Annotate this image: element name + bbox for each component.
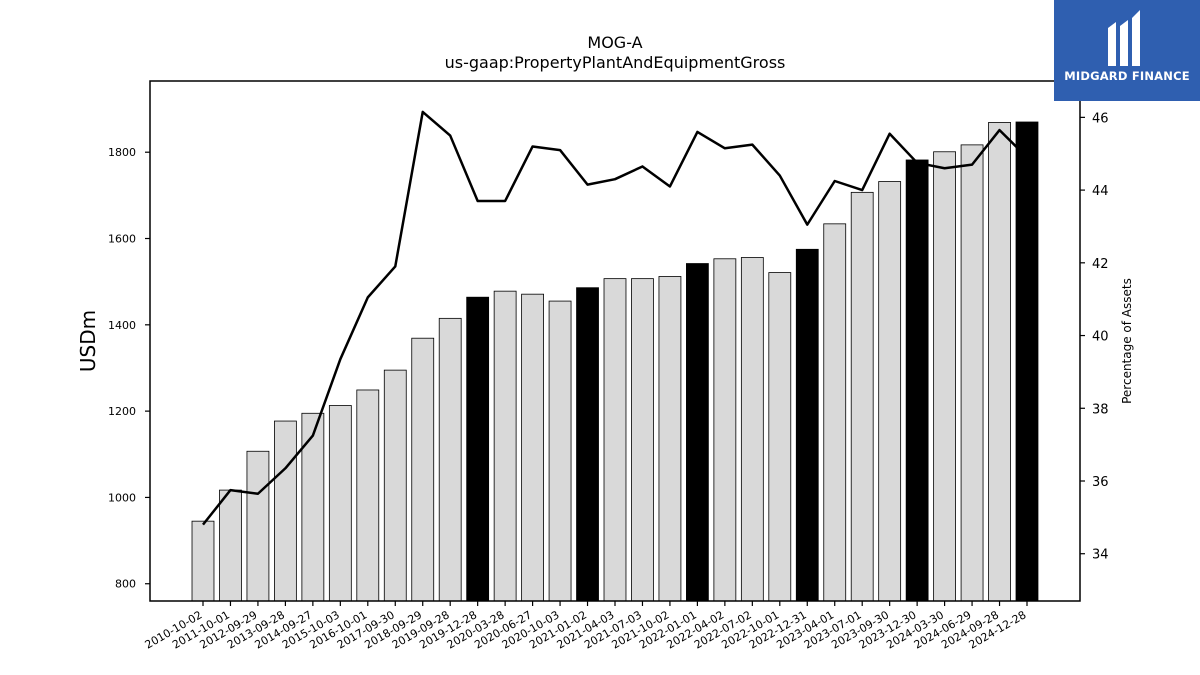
- bar-2022-04-02: [713, 258, 737, 602]
- brand-name: MIDGARD FINANCE: [1064, 69, 1190, 83]
- bar-2020-06-27: [521, 293, 544, 602]
- y2-tick-label: 44: [1092, 184, 1109, 199]
- bar-2024-09-28: [988, 122, 1011, 602]
- bar-2013-09-28: [274, 420, 297, 602]
- y-tick-label: 1400: [108, 319, 136, 332]
- bar-2018-09-29: [411, 337, 435, 602]
- bar-2023-04-01: [823, 223, 847, 602]
- chart-subtitle: us-gaap:PropertyPlantAndEquipmentGross: [445, 53, 786, 72]
- bar-2019-12-28: [466, 296, 490, 602]
- bar-2012-09-29: [246, 450, 270, 602]
- line-series: [202, 110, 1028, 526]
- bar-2015-10-03: [328, 405, 352, 602]
- bar-2023-09-30: [878, 181, 902, 602]
- bar-2023-07-01: [850, 191, 874, 602]
- bar-2024-03-30: [933, 151, 956, 602]
- bar-2021-07-03: [631, 278, 654, 602]
- y-tick-label: 800: [115, 578, 136, 591]
- bar-2023-12-30: [905, 159, 929, 602]
- bar-2010-10-02: [191, 520, 215, 602]
- y2-tick-label: 38: [1092, 402, 1109, 417]
- bar-2021-01-02: [576, 287, 599, 602]
- y2-tick-label: 46: [1092, 111, 1109, 126]
- bar-2011-10-01: [219, 489, 242, 602]
- bar-2021-04-03: [603, 278, 627, 602]
- brand-logo: MIDGARD FINANCE: [1054, 0, 1200, 101]
- bar-2024-12-28: [1015, 121, 1039, 602]
- bar-2020-10-03: [548, 300, 572, 602]
- y-axis-label: USDm: [76, 310, 100, 372]
- percentage-line: [202, 110, 1028, 526]
- y-tick-label: 1600: [108, 233, 136, 246]
- y2-axis-label: Percentage of Assets: [1120, 278, 1134, 404]
- bar-2019-09-28: [438, 317, 462, 602]
- bar-2021-10-02: [658, 276, 682, 602]
- y2-tick-label: 36: [1092, 475, 1109, 490]
- bar-2022-10-01: [768, 272, 792, 602]
- midgard-logo-icon: [1108, 10, 1140, 66]
- y-tick-label: 1000: [108, 491, 136, 504]
- chart-title: MOG-A: [587, 33, 642, 52]
- y-axis-left: 800 1000 1200 1400 1600 1800: [108, 146, 150, 591]
- bar-2020-03-28: [493, 290, 517, 602]
- bar-2022-01-01: [686, 263, 709, 602]
- bar-2022-07-02: [740, 257, 764, 602]
- y2-tick-label: 42: [1092, 257, 1109, 272]
- y-tick-label: 1800: [108, 146, 136, 159]
- y-tick-label: 1200: [108, 405, 136, 418]
- bar-series: [191, 121, 1039, 602]
- bar-2022-12-31: [795, 248, 819, 602]
- bar-2016-10-01: [356, 389, 380, 602]
- y-axis-right: 34 36 38 40 42 44 46: [1080, 111, 1109, 563]
- x-axis: 2010-10-022011-10-012012-09-292013-09-28…: [143, 601, 1029, 652]
- bar-2024-06-29: [960, 144, 984, 602]
- bar-2014-09-27: [301, 412, 325, 602]
- bar-2017-09-30: [383, 369, 407, 602]
- y2-tick-label: 34: [1092, 548, 1109, 563]
- y2-tick-label: 40: [1092, 330, 1109, 345]
